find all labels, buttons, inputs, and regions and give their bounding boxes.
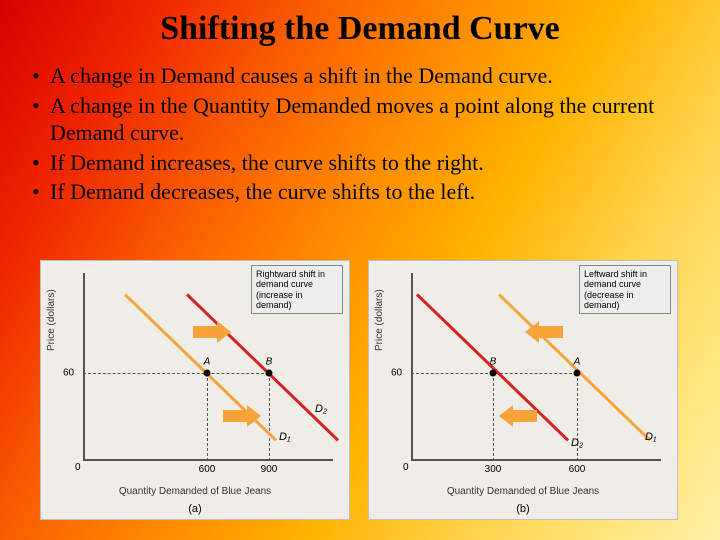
x-tick: 300 xyxy=(485,464,502,475)
bullet-item: A change in Demand causes a shift in the… xyxy=(32,62,700,90)
d1-label: D₁ xyxy=(279,431,290,443)
point-a xyxy=(574,370,581,377)
shift-arrow-icon xyxy=(523,321,563,343)
x-axis-label: Quantity Demanded of Blue Jeans xyxy=(41,486,349,497)
x-axis xyxy=(83,459,333,461)
y-axis-label: Price (dollars) xyxy=(46,289,57,351)
shift-arrow-icon xyxy=(223,405,263,427)
chart-b: Price (dollars) 0 Leftward shift in dema… xyxy=(368,260,678,520)
point-a-label: A xyxy=(204,357,211,368)
bullet-item: If Demand decreases, the curve shifts to… xyxy=(32,178,700,206)
point-a xyxy=(204,370,211,377)
origin-zero: 0 xyxy=(75,462,81,473)
dash-h xyxy=(83,373,269,374)
point-b xyxy=(490,370,497,377)
y-tick-60: 60 xyxy=(63,368,74,379)
d2-label: D₂ xyxy=(571,437,583,449)
chart-a: Price (dollars) 0 Rightward shift in dem… xyxy=(40,260,350,520)
bullet-item: A change in the Quantity Demanded moves … xyxy=(32,92,700,147)
shift-arrow-icon xyxy=(193,321,233,343)
d1-label: D₁ xyxy=(645,431,656,443)
charts-container: Price (dollars) 0 Rightward shift in dem… xyxy=(40,260,680,520)
d2-label: D₂ xyxy=(315,403,327,415)
point-b-label: B xyxy=(266,357,273,368)
panel-a-label: (a) xyxy=(41,503,349,515)
x-axis-label: Quantity Demanded of Blue Jeans xyxy=(369,486,677,497)
bullet-list: A change in Demand causes a shift in the… xyxy=(0,62,720,206)
point-b-label: B xyxy=(490,357,497,368)
chart-b-plot: 60 B A D₁ D₂ 300 600 xyxy=(411,273,661,461)
point-b xyxy=(266,370,273,377)
origin-zero: 0 xyxy=(403,462,409,473)
x-tick: 600 xyxy=(199,464,216,475)
point-a-label: A xyxy=(574,357,581,368)
y-tick-60: 60 xyxy=(391,368,402,379)
chart-a-plot: 60 A B D₁ D₂ 600 xyxy=(83,273,333,461)
dash-v-900 xyxy=(269,373,270,461)
page-title: Shifting the Demand Curve xyxy=(0,0,720,62)
dash-v-600 xyxy=(207,373,208,461)
y-axis xyxy=(83,273,85,461)
y-axis xyxy=(411,273,413,461)
y-axis-label: Price (dollars) xyxy=(374,289,385,351)
dash-v-300 xyxy=(493,373,494,461)
x-tick: 900 xyxy=(261,464,278,475)
bullet-item: If Demand increases, the curve shifts to… xyxy=(32,149,700,177)
x-axis xyxy=(411,459,661,461)
panel-b-label: (b) xyxy=(369,503,677,515)
x-tick: 600 xyxy=(569,464,586,475)
shift-arrow-icon xyxy=(497,405,537,427)
